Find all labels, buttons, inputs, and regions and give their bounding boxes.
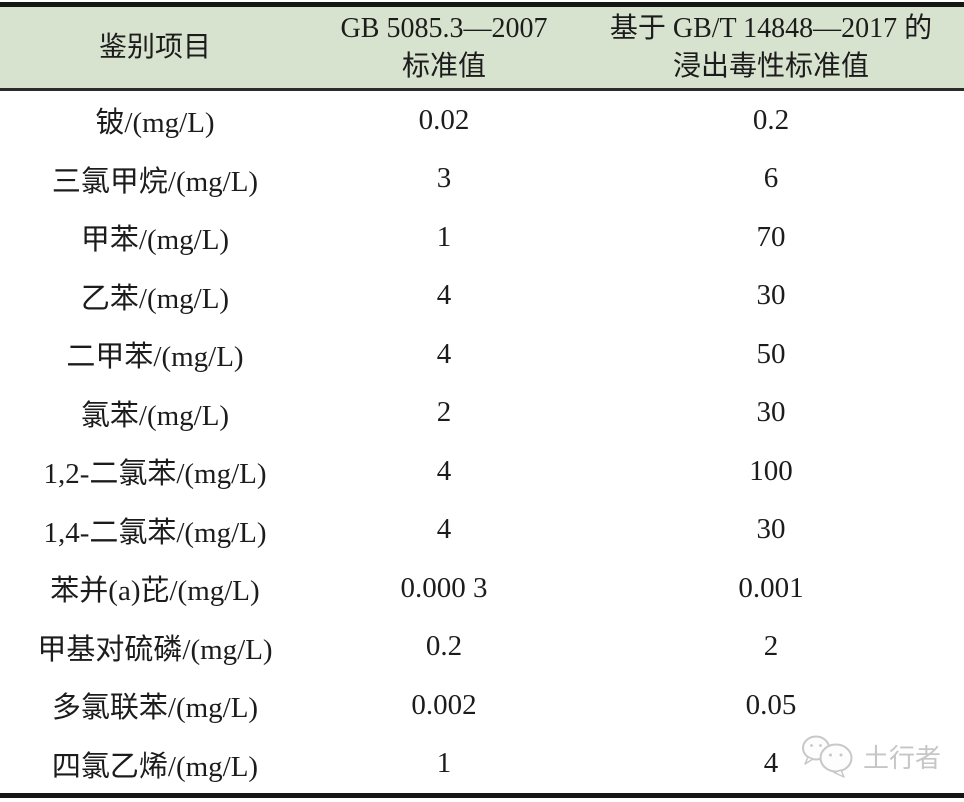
gb5085-value-cell: 1	[436, 747, 452, 780]
table-row: 乙苯/(mg/L) 4 30	[0, 267, 964, 326]
table-row: 1,2-二氯苯/(mg/L) 4 100	[0, 442, 964, 501]
gb5085-value-cell: 0.002	[411, 688, 477, 721]
item-cell: 苯并(a)芘/(mg/L)	[50, 575, 260, 608]
gb14848-value-cell: 100	[749, 454, 793, 487]
gb14848-value-cell: 0.001	[738, 571, 804, 604]
item-cell: 1,4-二氯苯/(mg/L)	[43, 516, 267, 549]
gb14848-value-cell: 2	[763, 630, 779, 663]
table-row: 多氯联苯/(mg/L) 0.002 0.05	[0, 676, 964, 735]
item-cell: 多氯联苯/(mg/L)	[51, 692, 259, 725]
item-cell: 二甲苯/(mg/L)	[66, 341, 244, 374]
item-cell: 氯苯/(mg/L)	[80, 399, 230, 432]
table-row: 二甲苯/(mg/L) 4 50	[0, 325, 964, 384]
header-row: 鉴别项目 GB 5085.3—2007 标准值 基于 GB/T 14848—20…	[0, 4, 964, 91]
table-row: 三氯甲烷/(mg/L) 3 6	[0, 150, 964, 209]
gb5085-value-cell: 4	[436, 279, 452, 312]
gb5085-value-cell: 4	[436, 337, 452, 370]
gb5085-value-cell: 1	[436, 220, 452, 253]
table-row: 苯并(a)芘/(mg/L) 0.000 3 0.001	[0, 559, 964, 618]
gb5085-value-cell: 3	[436, 162, 452, 195]
item-cell: 乙苯/(mg/L)	[80, 282, 230, 315]
gb14848-value-cell: 4	[763, 747, 779, 780]
gb5085-value-cell: 0.02	[418, 103, 470, 136]
gb5085-value-cell: 4	[436, 454, 452, 487]
gb14848-value-cell: 30	[756, 279, 786, 312]
table-row: 四氯乙烯/(mg/L) 1 4	[0, 735, 964, 796]
item-cell: 四氯乙烯/(mg/L)	[51, 750, 259, 783]
gb14848-value-cell: 30	[756, 396, 786, 429]
header-gb5085-standard: GB 5085.3—2007 标准值	[310, 4, 578, 91]
gb14848-value-cell: 30	[756, 513, 786, 546]
table-row: 甲苯/(mg/L) 1 70	[0, 208, 964, 267]
table-body: 铍/(mg/L) 0.02 0.2 三氯甲烷/(mg/L) 3 6 甲苯/(mg…	[0, 90, 964, 796]
item-cell: 甲苯/(mg/L)	[80, 224, 230, 257]
table-row: 甲基对硫磷/(mg/L) 0.2 2	[0, 618, 964, 677]
gb5085-value-cell: 0.2	[425, 630, 463, 663]
item-cell: 甲基对硫磷/(mg/L)	[37, 633, 273, 666]
header-identification-item: 鉴别项目	[0, 4, 310, 91]
header-text-line2: 标准值	[401, 50, 486, 82]
gb14848-value-cell: 6	[763, 162, 779, 195]
header-gb14848-standard: 基于 GB/T 14848—2017 的 浸出毒性标准值	[578, 4, 964, 91]
gb5085-value-cell: 0.000 3	[400, 571, 488, 604]
item-cell: 三氯甲烷/(mg/L)	[51, 165, 259, 198]
gb14848-value-cell: 50	[756, 337, 786, 370]
table-row: 铍/(mg/L) 0.02 0.2	[0, 90, 964, 150]
gb5085-value-cell: 2	[436, 396, 452, 429]
header-text-line1: 基于 GB/T 14848—2017 的	[609, 12, 933, 44]
table-row: 1,4-二氯苯/(mg/L) 4 30	[0, 501, 964, 560]
header-text-line1: GB 5085.3—2007	[340, 12, 548, 44]
table-row: 氯苯/(mg/L) 2 30	[0, 384, 964, 443]
gb14848-value-cell: 70	[756, 220, 786, 253]
item-cell: 铍/(mg/L)	[95, 107, 215, 140]
header-text-line2: 浸出毒性标准值	[672, 50, 869, 82]
table-header: 鉴别项目 GB 5085.3—2007 标准值 基于 GB/T 14848—20…	[0, 4, 964, 91]
header-text: 鉴别项目	[98, 31, 211, 63]
gb5085-value-cell: 4	[436, 513, 452, 546]
gb14848-value-cell: 0.05	[745, 688, 797, 721]
gb14848-value-cell: 0.2	[752, 103, 790, 136]
item-cell: 1,2-二氯苯/(mg/L)	[43, 458, 267, 491]
